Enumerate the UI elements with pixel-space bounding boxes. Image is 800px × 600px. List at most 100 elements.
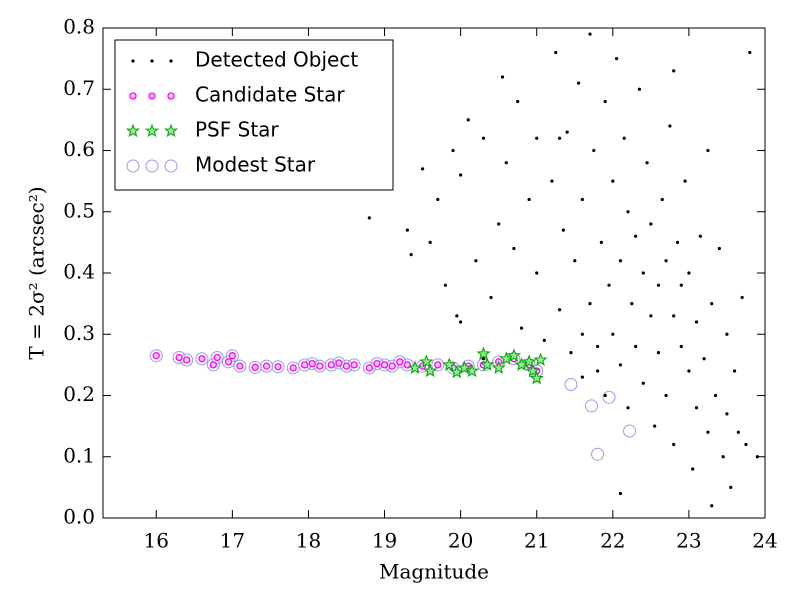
detected-point [527, 197, 531, 202]
modest-point [362, 361, 376, 375]
x-tick-label: 20 [448, 529, 473, 553]
candidate-point [350, 361, 358, 369]
detected-point [687, 271, 691, 275]
detected-point [645, 161, 649, 165]
candidate-point [224, 358, 233, 366]
y-tick-label: 0.4 [63, 260, 95, 284]
detected-point [721, 455, 725, 459]
psf-point [514, 357, 529, 371]
detected-point [656, 283, 661, 287]
detected-point [618, 491, 623, 496]
psf-point [442, 357, 457, 371]
detected-point [504, 161, 508, 165]
detected-point [519, 326, 524, 330]
detected-point [618, 363, 623, 367]
modest-point [591, 447, 605, 461]
candidate-point [342, 362, 351, 370]
detected-point [725, 412, 729, 416]
modest-point [564, 377, 578, 391]
detected-point [466, 118, 470, 122]
candidate-point [327, 361, 335, 369]
detected-point [736, 430, 740, 434]
legend: Detected Object Candidate Star PSF Star Mod… [114, 39, 394, 191]
modest-point [149, 349, 163, 363]
detected-point [436, 197, 440, 202]
detected-point [595, 344, 600, 349]
psf-point [522, 354, 537, 368]
detected-point [618, 259, 623, 263]
detected-point [516, 99, 520, 104]
detected-point [710, 504, 714, 508]
detected-point [565, 130, 569, 134]
detected-point [588, 302, 592, 306]
modest-point [210, 351, 224, 365]
detected-point [611, 179, 615, 183]
detected-point [455, 314, 459, 318]
psf-point [457, 360, 472, 374]
legend-label: Modest Star [195, 153, 316, 177]
detected-point [500, 75, 505, 79]
detected-point [615, 57, 619, 61]
modest-point [623, 424, 637, 438]
detected-point [603, 393, 607, 398]
detected-point [634, 344, 638, 349]
legend-label: Detected Object [195, 48, 358, 72]
modest-point [260, 359, 274, 373]
detected-point [649, 314, 653, 318]
detected-point [672, 314, 676, 318]
detected-point [679, 283, 683, 287]
detected-point [744, 442, 748, 447]
y-axis-label: T = 2σ² (arcsec²) [25, 186, 49, 359]
psf-point [476, 346, 491, 360]
detected-point [637, 87, 642, 91]
detected-point [698, 234, 702, 238]
candidate-point [388, 362, 396, 370]
psf-point [529, 371, 544, 385]
x-tick-label: 24 [752, 529, 777, 553]
modest-point [195, 352, 209, 366]
candidate-point [198, 355, 206, 363]
y-tick-label: 0.2 [63, 382, 95, 406]
candidate-point [300, 361, 309, 369]
detected-point [580, 197, 584, 202]
modest-point [431, 358, 445, 372]
candidate-point [183, 356, 191, 364]
candidate-point [167, 92, 175, 100]
x-axis-label: Magnitude [379, 560, 489, 584]
candidate-point [380, 361, 389, 369]
detected-point [740, 295, 744, 300]
detected-point [561, 228, 565, 232]
detected-point [607, 283, 611, 287]
detected-point [675, 240, 680, 244]
candidate-point [213, 353, 221, 362]
detected-point [713, 393, 718, 398]
detected-point [542, 338, 546, 342]
x-tick-label: 23 [676, 529, 701, 553]
detected-point [599, 240, 604, 244]
candidate-point [434, 361, 442, 369]
modest-point [164, 159, 178, 173]
detected-point [641, 381, 645, 385]
detected-point [580, 375, 584, 379]
modest-point [206, 358, 220, 372]
modest-point [126, 159, 140, 173]
detected-point [702, 357, 706, 361]
detected-point [580, 332, 584, 336]
detected-point [428, 240, 432, 244]
detected-point [672, 69, 676, 73]
modest-point [602, 390, 616, 404]
detected-point [557, 308, 562, 312]
detected-point [725, 332, 729, 336]
detected-point [691, 467, 695, 471]
psf-point [144, 123, 160, 138]
candidate-point [373, 359, 381, 368]
detected-point [748, 50, 752, 55]
psf-point [506, 348, 521, 362]
candidate-point [289, 364, 297, 372]
detected-point [451, 148, 455, 153]
psf-point [419, 354, 434, 368]
candidate-point [129, 92, 137, 100]
x-tick-label: 17 [220, 529, 245, 553]
detected-point [409, 253, 413, 257]
